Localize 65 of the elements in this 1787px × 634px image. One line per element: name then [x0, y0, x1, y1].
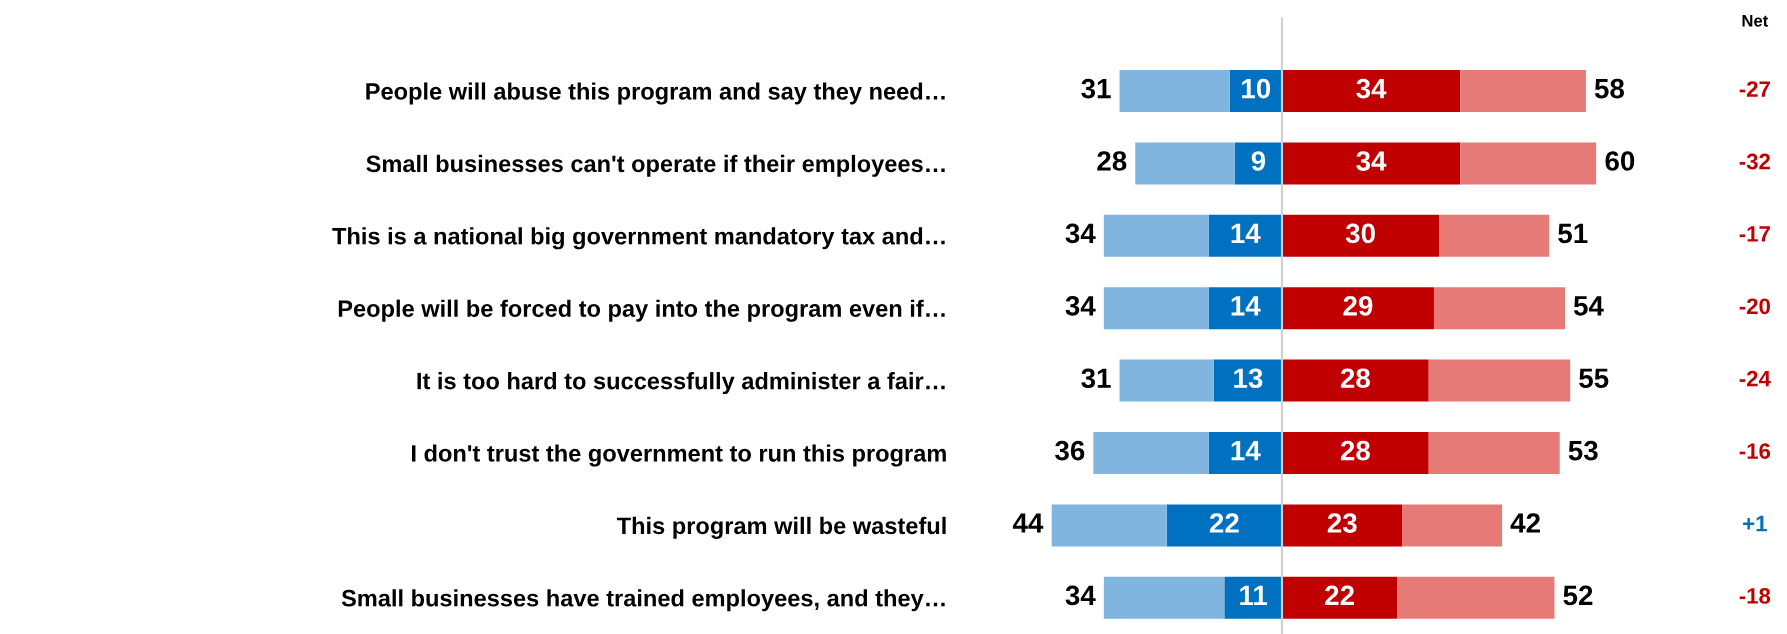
y-tick-label: This program will be wasteful	[616, 516, 946, 539]
text: +1	[1743, 515, 1767, 532]
total-label: 54	[1573, 296, 1604, 316]
total-label: 60	[1605, 151, 1635, 171]
total-label: 34	[1065, 295, 1096, 316]
bar	[1103, 576, 1225, 619]
y-tick-label: This is a national big government mandatory tax and…	[332, 227, 945, 250]
bar	[1433, 287, 1565, 330]
text: -24	[1739, 370, 1771, 387]
text: -27	[1739, 81, 1770, 97]
total-label: 28	[1097, 151, 1127, 171]
bar	[1103, 214, 1209, 257]
total-label: 31	[1081, 368, 1111, 389]
total-label: 34	[1065, 585, 1096, 606]
data-label: 29	[1343, 295, 1373, 316]
total-label: 36	[1055, 440, 1085, 461]
bar	[1119, 359, 1214, 402]
total-label: 58	[1594, 78, 1625, 99]
total-label: 51	[1558, 223, 1588, 244]
text: -20	[1739, 298, 1770, 315]
bar	[1428, 432, 1560, 474]
bar	[1135, 142, 1235, 185]
y-tick-label: Small businesses have trained employees, and they…	[341, 589, 945, 612]
total-label: 34	[1065, 223, 1096, 244]
data-label: 14	[1231, 441, 1261, 461]
bar	[1119, 69, 1230, 112]
data-label: 30	[1345, 223, 1375, 244]
data-label: 14	[1231, 296, 1261, 316]
text: Net	[1742, 15, 1769, 27]
bar	[1397, 576, 1555, 619]
y-tick-label: I don't trust the government to run this program	[412, 444, 946, 467]
text: -16	[1739, 443, 1771, 459]
text: -32	[1739, 153, 1770, 170]
data-label: 11	[1240, 585, 1268, 605]
bar	[1460, 142, 1597, 185]
text: -18	[1739, 588, 1771, 604]
total-label: 42	[1510, 513, 1540, 533]
total-label: 31	[1081, 78, 1111, 99]
bar	[1428, 359, 1571, 402]
text: -17	[1739, 226, 1770, 242]
data-label: 14	[1231, 223, 1261, 243]
data-label: 34	[1356, 78, 1387, 99]
data-label: 23	[1327, 513, 1357, 533]
total-label: 55	[1579, 368, 1609, 389]
total-label: 52	[1563, 585, 1593, 606]
data-label: 34	[1356, 151, 1387, 171]
y-tick-label: Small businesses can't operate if their employees…	[366, 154, 945, 177]
bar	[1103, 287, 1209, 330]
data-label: 10	[1242, 78, 1271, 99]
bar	[1460, 69, 1586, 112]
data-label: 13	[1234, 368, 1263, 389]
y-tick-label: People will abuse this program and say they need…	[366, 82, 945, 105]
data-label: 22	[1209, 513, 1239, 533]
bar	[1093, 432, 1209, 474]
bar	[1402, 504, 1503, 547]
data-label: 22	[1325, 585, 1354, 605]
data-label: 28	[1340, 440, 1370, 461]
data-label: 28	[1340, 368, 1370, 389]
total-label: 53	[1568, 440, 1598, 461]
data-label: 9	[1251, 151, 1266, 171]
y-tick-label: People will be forced to pay into the program even if…	[338, 299, 945, 322]
bar	[1051, 504, 1167, 547]
total-label: 44	[1012, 513, 1044, 533]
y-tick-label: It is too hard to successfully administer a fair…	[417, 372, 945, 395]
bar	[1439, 214, 1550, 257]
